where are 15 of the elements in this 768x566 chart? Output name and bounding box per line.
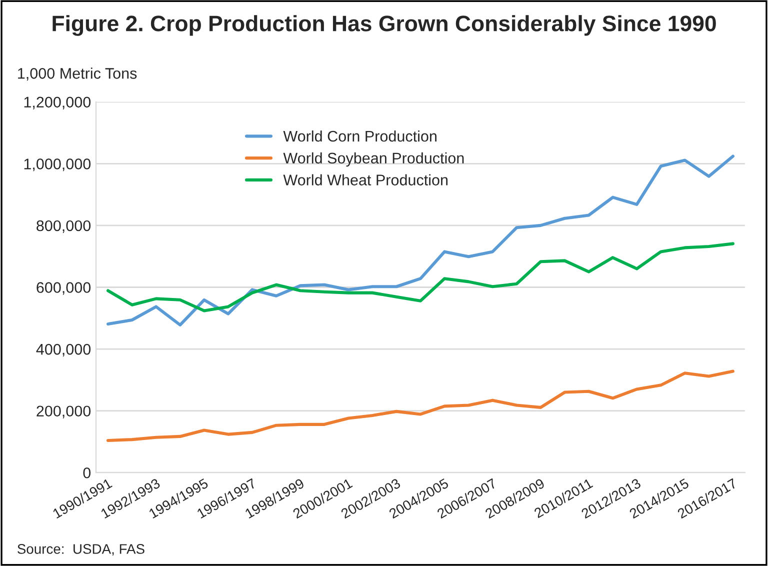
line-series [106, 370, 734, 442]
legend-label: World Wheat Production [283, 174, 448, 186]
line-series [106, 242, 734, 312]
chart-title: Figure 2. Crop Production Has Grown Considerably Since 1990 [52, 15, 716, 36]
y-tick-label: 800,000 [36, 220, 91, 233]
legend-label: World Soybean Production [283, 152, 464, 167]
y-axis-title: 1,000 Metric Tons [18, 68, 137, 81]
y-tick-label: 400,000 [36, 344, 91, 357]
y-tick-label: 600,000 [36, 282, 91, 295]
y-tick-label: 1,200,000 [24, 96, 91, 110]
legend-label: World Corn Production [283, 130, 436, 142]
source-note: Source: USDA, FAS [18, 544, 144, 556]
y-tick-label: 0 [83, 467, 91, 478]
y-tick-label: 200,000 [36, 406, 91, 418]
y-tick-label: 1,000,000 [24, 158, 91, 172]
